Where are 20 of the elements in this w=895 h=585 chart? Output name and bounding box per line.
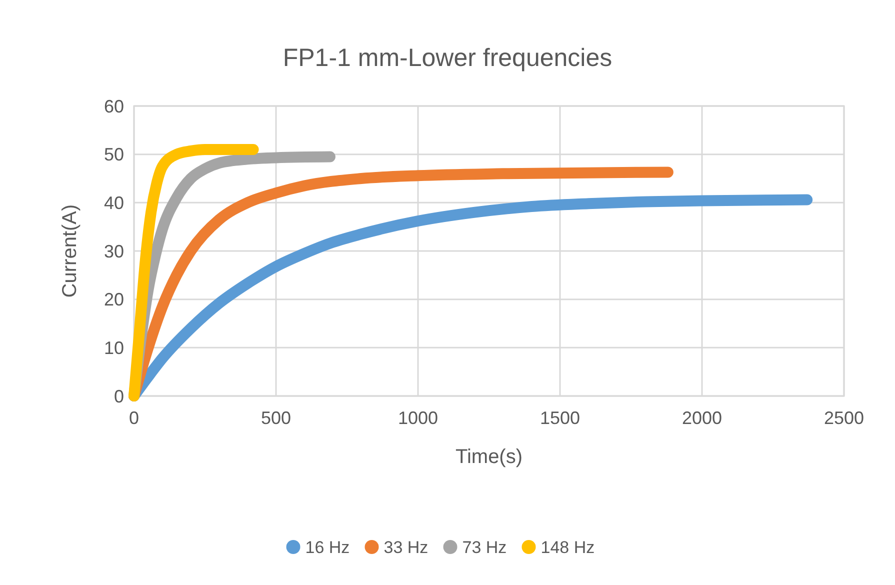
y-tick-label: 0 — [114, 386, 124, 406]
x-tick-label: 500 — [260, 408, 292, 428]
y-tick-label: 20 — [104, 290, 124, 310]
x-tick-label: 1500 — [540, 408, 580, 428]
y-tick-label: 40 — [104, 192, 124, 213]
y-axis-title: Current(A) — [59, 204, 81, 298]
chart-title: FP1-1 mm-Lower frequencies — [282, 44, 612, 72]
legend-label: 148 Hz — [540, 538, 595, 557]
y-tick-label: 60 — [104, 96, 124, 116]
x-tick-label: 2500 — [824, 408, 864, 428]
y-tick-label: 10 — [104, 338, 124, 358]
legend-label: 73 Hz — [462, 538, 507, 557]
x-tick-label: 0 — [128, 408, 140, 428]
y-tick-label: 30 — [104, 241, 124, 262]
y-tick-label: 50 — [104, 144, 124, 165]
x-tick-label: 1000 — [398, 408, 438, 428]
legend-label: 33 Hz — [384, 538, 428, 557]
x-tick-label: 2000 — [682, 408, 722, 428]
legend-label: 16 Hz — [305, 538, 350, 557]
x-axis-title: Time(s) — [455, 446, 523, 468]
